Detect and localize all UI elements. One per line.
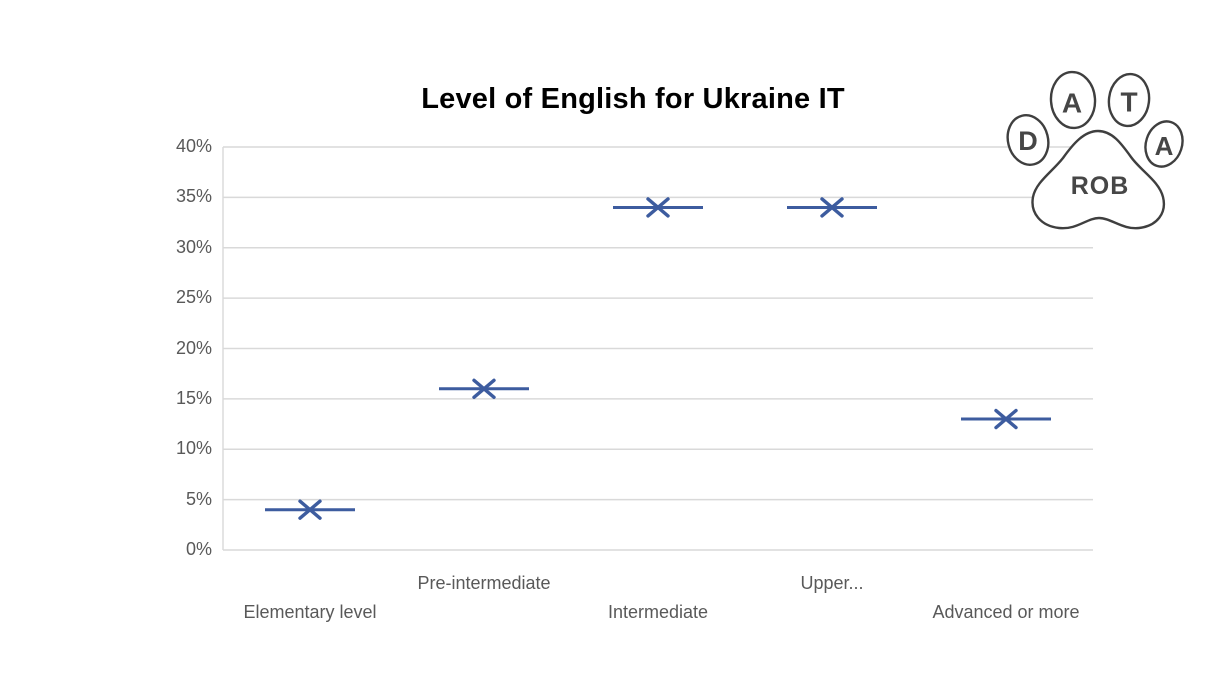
x-category-label: Pre-intermediate [417, 573, 551, 593]
y-tick-label: 10% [175, 438, 212, 459]
data-point-marker [961, 408, 1051, 430]
paw-toe-pad-d [1006, 114, 1050, 166]
y-tick-label: 5% [185, 488, 212, 509]
x-category-label: Advanced or more [932, 602, 1080, 622]
x-category-label: Elementary level [243, 602, 377, 622]
marker-x-stroke [820, 197, 844, 218]
logo-pad-text: ROB [1071, 172, 1130, 200]
marker-x-stroke [298, 499, 322, 520]
logo-letter-d: D [1018, 126, 1038, 156]
y-tick-label: 25% [175, 287, 212, 308]
data-point-marker [787, 197, 877, 218]
paw-toe-pad-a2 [1144, 120, 1184, 168]
data-point-marker [265, 499, 355, 520]
x-category-label: Intermediate [607, 602, 709, 622]
y-tick-label: 20% [175, 337, 212, 358]
data-point-marker [439, 378, 529, 399]
data-point-marker [613, 197, 703, 218]
y-tick-label: 15% [175, 387, 212, 408]
y-tick-label: 35% [175, 186, 212, 207]
logo-letter-t: T [1120, 87, 1137, 118]
logo-letter-a2: A [1155, 131, 1174, 161]
paw-toe-pad-a1 [1049, 70, 1097, 130]
marker-x-stroke [646, 197, 670, 218]
marker-x-stroke [994, 408, 1018, 430]
chart-title: Level of English for Ukraine IT [421, 83, 845, 115]
paw-main-pad [1031, 129, 1166, 230]
x-category-label: Upper... [800, 573, 864, 593]
y-tick-label: 40% [175, 136, 212, 156]
paw-toe-pad-t [1107, 72, 1151, 128]
y-tick-label: 30% [175, 236, 212, 257]
logo-letter-a1: A [1062, 88, 1082, 119]
y-tick-label: 0% [185, 539, 212, 559]
marker-x-stroke [472, 378, 496, 399]
